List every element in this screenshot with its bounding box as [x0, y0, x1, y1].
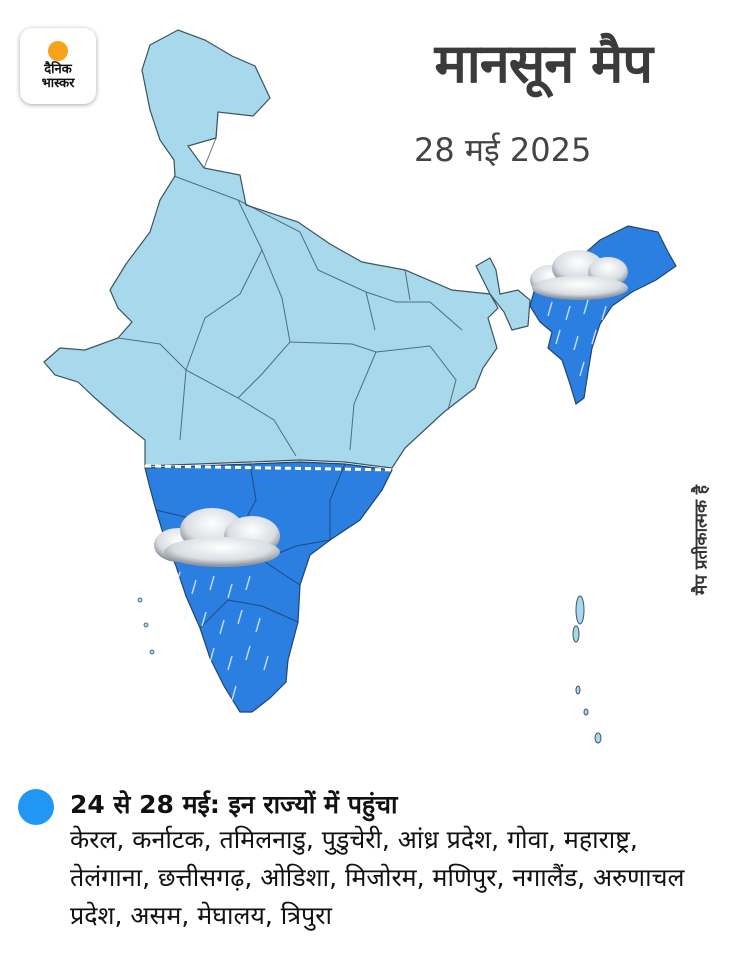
- dry-region: [43, 29, 499, 469]
- legend-heading: 24 से 28 मई: इन राज्यों में पहुंचा: [70, 790, 398, 819]
- representative-map-note: मैप प्रतीकात्मक है: [691, 485, 712, 595]
- legend-states-list: केरल, कर्नाटक, तमिलनाडु, पुडुचेरी, आंध्र…: [70, 825, 685, 930]
- rain-cloud-south: [154, 508, 280, 701]
- logo-text: दैनिक भास्कर: [41, 62, 75, 91]
- andaman-nicobar-islands: [572, 595, 602, 744]
- sun-icon: [48, 41, 68, 61]
- monsoon-region-south: [144, 461, 393, 713]
- monsoon-line: [144, 464, 401, 472]
- state-borders: [117, 111, 463, 457]
- lakshadweep-islands: [137, 597, 155, 655]
- legend-blue-dot: [18, 789, 54, 825]
- india-monsoon-map: [43, 29, 677, 744]
- dainik-bhaskar-logo: दैनिक भास्कर: [20, 28, 96, 104]
- rain-cloud-northeast: [530, 250, 628, 377]
- page-title: मानसून मैप: [434, 32, 653, 95]
- dry-region-east: [475, 257, 531, 331]
- map-date: 28 मई 2025: [414, 131, 592, 169]
